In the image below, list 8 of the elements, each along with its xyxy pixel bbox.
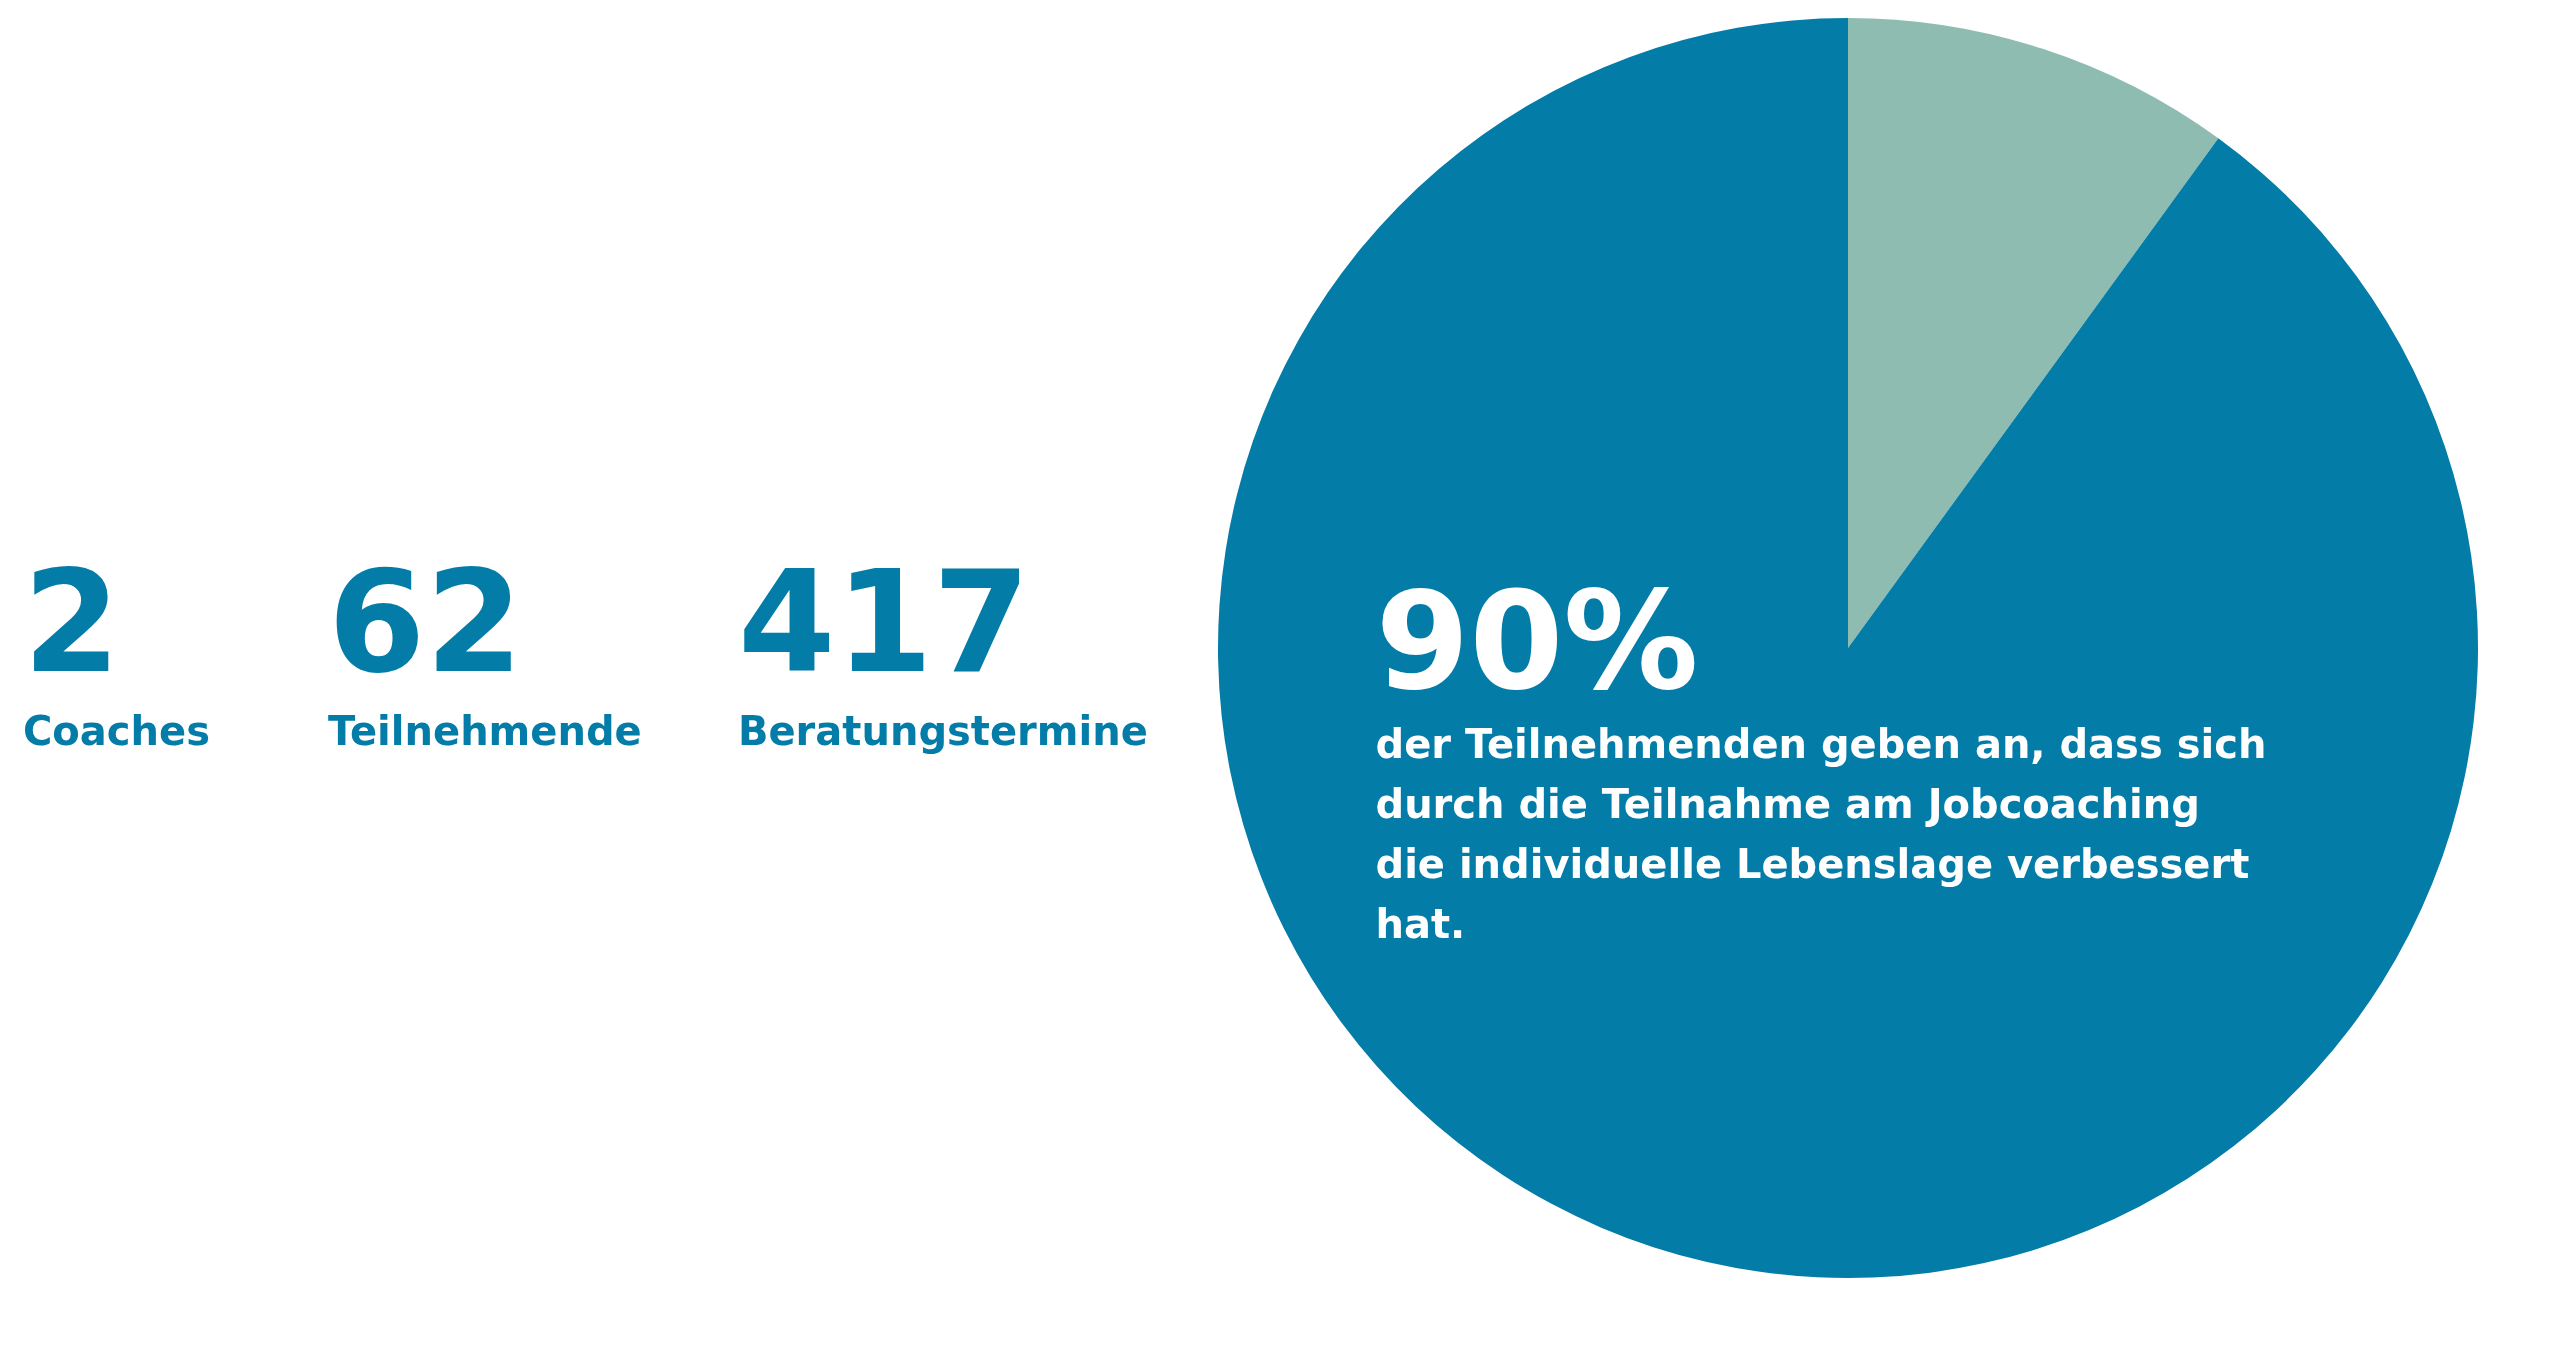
text: 417: [738, 541, 1031, 704]
category-label: Beratungstermine: [738, 708, 1148, 754]
data-label: 90%: [1375, 563, 1699, 720]
text: 2: [23, 541, 121, 704]
text: 62: [328, 541, 523, 704]
category-label: Teilnehmende: [328, 708, 642, 754]
text: der Teilnehmenden geben an, dass sich durch die Teilnahme am Jobcoaching die individuelle Lebenslage verbessert hat.: [1375, 721, 2267, 947]
category-label: Coaches: [23, 708, 210, 754]
